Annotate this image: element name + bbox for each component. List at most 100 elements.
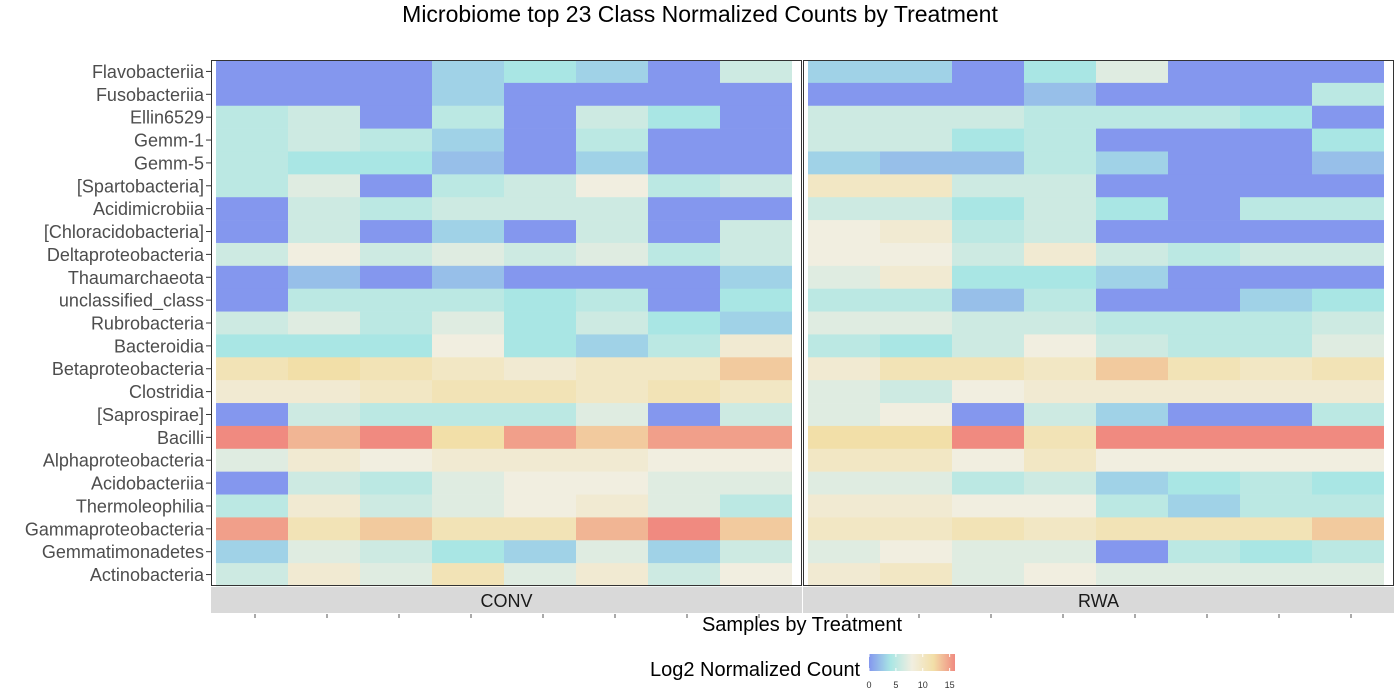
heatmap-cell — [1024, 265, 1096, 289]
heatmap-cell — [1168, 220, 1240, 244]
heatmap-cell — [288, 220, 360, 244]
heatmap-panels — [211, 60, 1394, 587]
heatmap-cell — [1168, 174, 1240, 198]
row-label: Acidimicrobiia — [93, 199, 205, 219]
row-label: Thermoleophilia — [76, 496, 205, 516]
heatmap-cell — [1024, 403, 1096, 427]
heatmap-cell — [952, 357, 1024, 381]
row-label: Flavobacteriia — [92, 62, 205, 82]
heatmap-cell — [360, 517, 432, 541]
heatmap-cell — [808, 517, 880, 541]
heatmap-cell — [648, 517, 720, 541]
heatmap-cell — [952, 517, 1024, 541]
heatmap-cell — [216, 540, 288, 564]
heatmap-cell — [1024, 494, 1096, 518]
heatmap-cell — [1096, 448, 1168, 472]
heatmap-cell — [432, 197, 504, 221]
legend-colorbar — [869, 654, 955, 671]
heatmap-cell — [432, 563, 504, 587]
heatmap-cell — [880, 288, 952, 312]
heatmap-cell — [880, 563, 952, 587]
heatmap-cell — [952, 540, 1024, 564]
heatmap-cell — [952, 334, 1024, 358]
heatmap-cell — [1024, 334, 1096, 358]
heatmap-cell — [504, 425, 576, 450]
heatmap-cell — [808, 265, 880, 289]
row-label: Alphaproteobacteria — [43, 451, 205, 471]
row-label: Gammaproteobacteria — [25, 519, 205, 539]
heatmap-cell — [880, 448, 952, 472]
facet-strip-label: RWA — [1078, 591, 1119, 611]
heatmap-cell — [288, 380, 360, 404]
heatmap-cell — [432, 380, 504, 404]
heatmap-cell — [360, 563, 432, 587]
heatmap-cell — [1168, 403, 1240, 427]
heatmap-cell — [720, 517, 792, 541]
heatmap-cell — [720, 151, 792, 175]
heatmap-cell — [1096, 128, 1168, 152]
heatmap-cell — [648, 403, 720, 427]
heatmap-cell — [880, 151, 952, 175]
heatmap-cell — [1024, 174, 1096, 198]
heatmap-cell — [952, 471, 1024, 495]
heatmap-cell — [952, 174, 1024, 198]
heatmap-cell — [1096, 311, 1168, 335]
heatmap-cell — [360, 288, 432, 312]
heatmap-cell — [576, 425, 648, 450]
heatmap-cell — [432, 517, 504, 541]
heatmap-cell — [1168, 540, 1240, 564]
heatmap-cell — [288, 151, 360, 175]
heatmap-cell — [504, 265, 576, 289]
heatmap-cell — [720, 311, 792, 335]
heatmap-cell — [1096, 105, 1168, 129]
legend-tick-label: 10 — [918, 680, 928, 690]
heatmap-cell — [504, 128, 576, 152]
heatmap-cell — [1096, 174, 1168, 198]
heatmap-cell — [576, 311, 648, 335]
heatmap-cell — [1168, 82, 1240, 107]
heatmap-cell — [504, 403, 576, 427]
heatmap-cell — [1096, 357, 1168, 381]
heatmap-cell — [1240, 563, 1312, 587]
heatmap-cell — [1240, 380, 1312, 404]
row-label: Gemm-1 — [134, 131, 204, 151]
heatmap-cell — [952, 494, 1024, 518]
legend-title: Log2 Normalized Count — [650, 659, 861, 681]
row-label: Acidobacteriia — [91, 474, 205, 494]
heatmap-cell — [1096, 82, 1168, 107]
heatmap-cell — [880, 380, 952, 404]
heatmap-cell — [880, 220, 952, 244]
heatmap-cell — [360, 265, 432, 289]
heatmap-cell — [808, 380, 880, 404]
heatmap-cell — [576, 448, 648, 472]
heatmap-cell — [360, 128, 432, 152]
heatmap-cell — [576, 494, 648, 518]
row-label: [Saprospirae] — [97, 405, 204, 425]
heatmap-cell — [1096, 563, 1168, 587]
heatmap-cell — [1312, 82, 1384, 107]
heatmap-cell — [1168, 151, 1240, 175]
heatmap-cell — [952, 403, 1024, 427]
heatmap-cell — [1240, 82, 1312, 107]
heatmap-cell — [720, 380, 792, 404]
heatmap-cell — [1240, 265, 1312, 289]
heatmap-cell — [808, 197, 880, 221]
heatmap-cell — [648, 151, 720, 175]
heatmap-cell — [1240, 128, 1312, 152]
heatmap-cell — [720, 540, 792, 564]
facet-strip-label: CONV — [480, 591, 532, 611]
heatmap-cell — [1096, 220, 1168, 244]
heatmap-cell — [880, 357, 952, 381]
heatmap-cell — [720, 174, 792, 198]
heatmap-cell — [880, 105, 952, 129]
heatmap-cell — [1312, 471, 1384, 495]
heatmap-cell — [1312, 517, 1384, 541]
heatmap-cell — [1240, 174, 1312, 198]
heatmap-cell — [648, 334, 720, 358]
heatmap-cell — [576, 174, 648, 198]
heatmap-cell — [576, 151, 648, 175]
row-label: Thaumarchaeota — [68, 268, 205, 288]
heatmap-cell — [1168, 563, 1240, 587]
heatmap-cell — [216, 151, 288, 175]
heatmap-cell — [288, 265, 360, 289]
